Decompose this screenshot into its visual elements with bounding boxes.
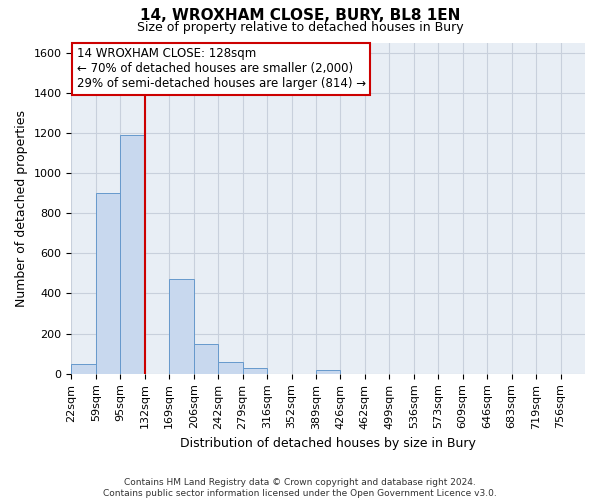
Text: Size of property relative to detached houses in Bury: Size of property relative to detached ho… xyxy=(137,21,463,34)
Y-axis label: Number of detached properties: Number of detached properties xyxy=(15,110,28,306)
X-axis label: Distribution of detached houses by size in Bury: Distribution of detached houses by size … xyxy=(180,437,476,450)
Bar xyxy=(242,368,267,374)
Bar xyxy=(121,135,145,374)
Bar xyxy=(218,362,242,374)
Bar xyxy=(169,280,194,374)
Bar xyxy=(194,344,218,374)
Text: 14, WROXHAM CLOSE, BURY, BL8 1EN: 14, WROXHAM CLOSE, BURY, BL8 1EN xyxy=(140,8,460,22)
Bar xyxy=(96,193,121,374)
Text: Contains HM Land Registry data © Crown copyright and database right 2024.
Contai: Contains HM Land Registry data © Crown c… xyxy=(103,478,497,498)
Text: 14 WROXHAM CLOSE: 128sqm
← 70% of detached houses are smaller (2,000)
29% of sem: 14 WROXHAM CLOSE: 128sqm ← 70% of detach… xyxy=(77,48,365,90)
Bar xyxy=(71,364,96,374)
Bar xyxy=(316,370,340,374)
